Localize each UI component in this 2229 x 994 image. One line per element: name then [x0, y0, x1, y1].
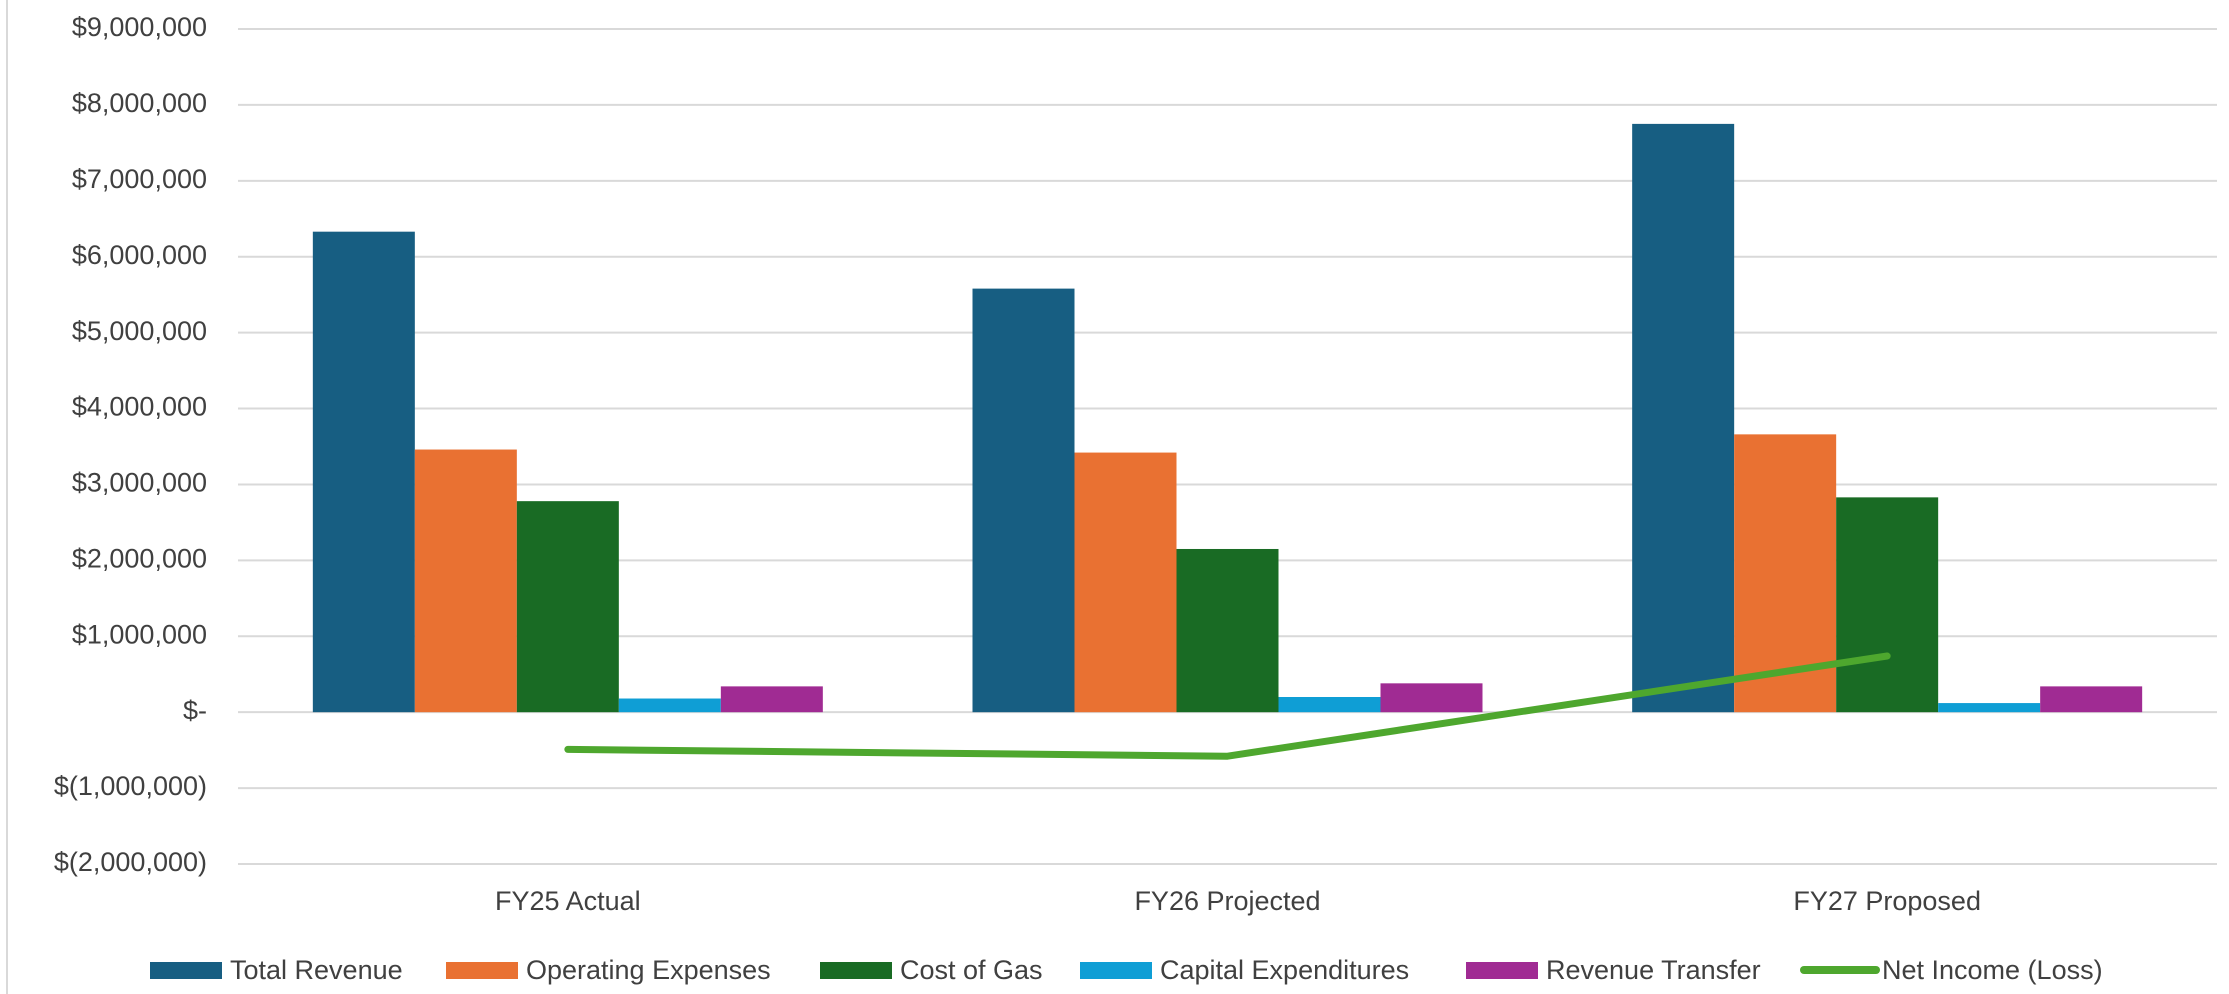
x-tick-label: FY25 Actual — [495, 886, 641, 916]
bar-operating-expenses — [414, 449, 517, 713]
legend-label: Total Revenue — [230, 954, 403, 985]
bar-revenue-transfer — [720, 686, 823, 713]
y-tick-label: $2,000,000 — [72, 543, 207, 573]
bar-cost-of-gas — [1176, 548, 1279, 713]
legend-item: Cost of Gas — [820, 950, 1043, 990]
bar-capital-expenditures — [1938, 703, 2041, 713]
chart-border — [6, 0, 8, 994]
y-tick-label: $7,000,000 — [72, 164, 207, 194]
y-tick-label: $9,000,000 — [72, 12, 207, 42]
y-tick-label: $1,000,000 — [72, 619, 207, 649]
legend-swatch — [446, 961, 518, 979]
bar-revenue-transfer — [1380, 683, 1483, 713]
y-tick-label: $5,000,000 — [72, 316, 207, 346]
y-tick-label: $- — [183, 695, 207, 725]
legend-item: Capital Expenditures — [1080, 950, 1409, 990]
legend-item: Net Income (Loss) — [1800, 950, 2103, 990]
legend-item: Total Revenue — [150, 950, 403, 990]
legend-label: Operating Expenses — [526, 954, 771, 985]
bar-total-revenue — [972, 288, 1075, 713]
legend-swatch — [150, 961, 222, 979]
x-tick-label: FY27 Proposed — [1793, 886, 1981, 916]
bar-total-revenue — [312, 231, 415, 713]
legend-item: Operating Expenses — [446, 950, 771, 990]
legend-label: Cost of Gas — [900, 954, 1043, 985]
y-tick-label: $6,000,000 — [72, 240, 207, 270]
bar-revenue-transfer — [2040, 686, 2143, 713]
bar-total-revenue — [1632, 123, 1735, 713]
legend: Total Revenue Operating Expenses Cost of G… — [0, 950, 2229, 990]
legend-item: Revenue Transfer — [1466, 950, 1761, 990]
x-tick-label: FY26 Projected — [1134, 886, 1320, 916]
y-tick-label: $(1,000,000) — [54, 771, 207, 801]
legend-label: Net Income (Loss) — [1882, 954, 2103, 985]
y-tick-label: $4,000,000 — [72, 392, 207, 422]
bar-cost-of-gas — [516, 501, 619, 713]
bar-cost-of-gas — [1836, 497, 1939, 713]
bar-capital-expenditures — [618, 698, 721, 713]
legend-swatch — [1800, 966, 1880, 974]
y-tick-label: $3,000,000 — [72, 468, 207, 498]
bar-operating-expenses — [1074, 452, 1177, 713]
legend-label: Revenue Transfer — [1546, 954, 1761, 985]
legend-swatch — [1080, 961, 1152, 979]
y-tick-label: $8,000,000 — [72, 88, 207, 118]
legend-swatch — [820, 961, 892, 979]
legend-label: Capital Expenditures — [1160, 954, 1410, 985]
y-tick-label: $(2,000,000) — [54, 847, 207, 877]
legend-swatch — [1466, 961, 1538, 979]
bar-capital-expenditures — [1278, 697, 1381, 713]
